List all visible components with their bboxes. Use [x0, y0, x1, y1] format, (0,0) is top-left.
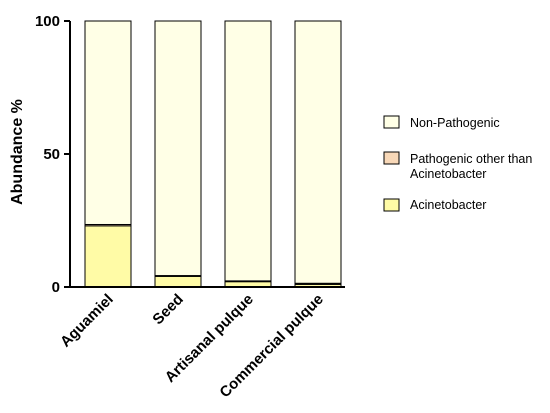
- bar-acinetobacter-seed: [154, 275, 202, 288]
- legend-label-pathogenic-other-line2: Acinetobacter: [410, 167, 486, 181]
- bar-non-pathogenic-commercial-pulque: [294, 20, 342, 284]
- y-tick-label-100: 100: [35, 13, 60, 30]
- bar-acinetobacter-aguamiel: [84, 225, 132, 288]
- bar-non-pathogenic-aguamiel: [84, 20, 132, 225]
- bar-non-pathogenic-seed: [154, 20, 202, 277]
- legend-label-pathogenic-other-line1: Pathogenic other than: [410, 152, 532, 166]
- legend-label-non-pathogenic: Non-Pathogenic: [410, 116, 500, 130]
- y-tick-label-50: 50: [43, 146, 60, 163]
- x-tick-label-seed: Seed: [149, 291, 186, 328]
- legend-swatch-non-pathogenic: [383, 115, 400, 129]
- legend-label-acinetobacter: Acinetobacter: [410, 198, 486, 212]
- bars-group: [84, 20, 342, 288]
- y-axis-title: Abundance %: [9, 99, 26, 205]
- legend: Non-Pathogenic Pathogenic other than Aci…: [383, 115, 532, 212]
- legend-swatch-pathogenic-other: [383, 151, 400, 165]
- x-tick-label-aguamiel: Aguamiel: [57, 291, 117, 351]
- legend-swatch-acinetobacter: [383, 198, 400, 212]
- y-ticks-group: 0 50 100: [35, 13, 70, 296]
- bar-non-pathogenic-artisanal-pulque: [224, 20, 272, 282]
- y-tick-label-0: 0: [52, 279, 60, 296]
